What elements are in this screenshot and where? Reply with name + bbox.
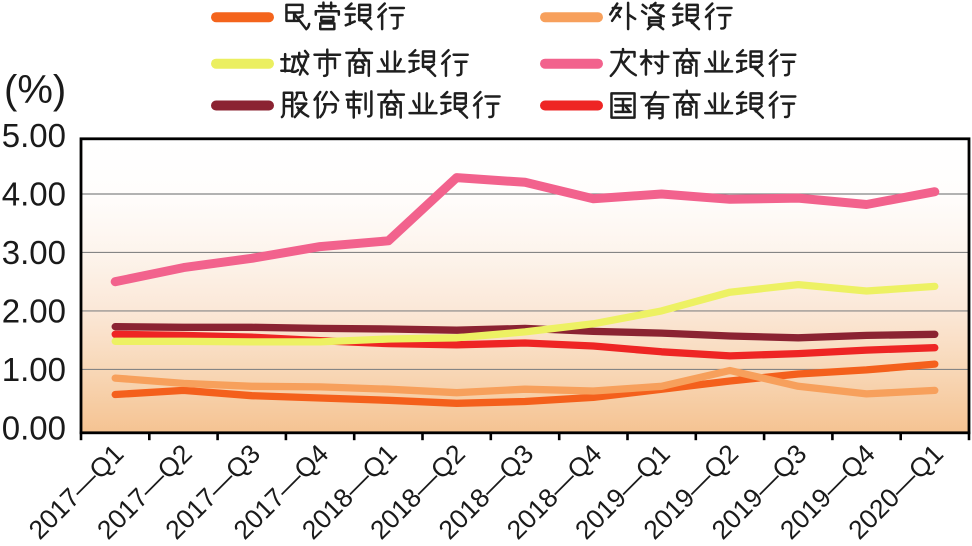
svg-text:0.00: 0.00 xyxy=(2,409,66,446)
svg-text:5.00: 5.00 xyxy=(2,117,66,154)
svg-text:3.00: 3.00 xyxy=(2,234,66,271)
svg-text:1.00: 1.00 xyxy=(2,351,66,388)
svg-text:(%): (%) xyxy=(4,68,66,112)
svg-text:2.00: 2.00 xyxy=(2,292,66,329)
svg-text:4.00: 4.00 xyxy=(2,176,66,213)
